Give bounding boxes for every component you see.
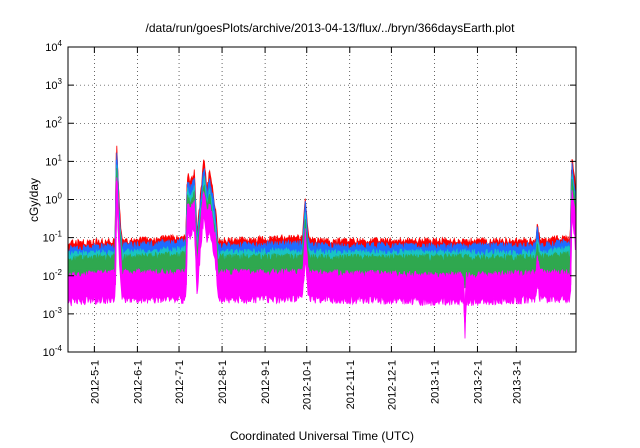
y-tick-exponent: -3 — [55, 306, 63, 315]
y-tick-exponent: 2 — [58, 115, 63, 124]
y-tick-base: 10 — [45, 118, 57, 130]
y-axis-label: cGy/day — [27, 178, 41, 222]
x-tick-label: 2012-5-1 — [89, 360, 101, 404]
x-tick-label: 2013-3-1 — [511, 360, 523, 404]
y-tick-label: 100 — [45, 192, 62, 207]
y-tick-exponent: 1 — [58, 153, 63, 162]
y-tick-base: 10 — [45, 42, 57, 54]
y-tick-label: 101 — [45, 153, 62, 168]
y-tick-label: 10-1 — [43, 230, 63, 245]
y-tick-label: 104 — [45, 39, 62, 54]
x-tick-label: 2012-10-1 — [302, 360, 314, 410]
series-layer — [68, 145, 576, 339]
x-tick-label: 2012-9-1 — [260, 360, 272, 404]
y-tick-exponent: 4 — [58, 39, 63, 48]
x-tick-label: 2012-8-1 — [217, 360, 229, 404]
y-tick-base: 10 — [43, 271, 55, 283]
series-band — [68, 168, 576, 290]
x-tick-label: 2012-6-1 — [132, 360, 144, 404]
y-tick-exponent: 0 — [58, 192, 63, 201]
x-tick-label: 2012-7-1 — [174, 360, 186, 404]
grid-layer — [68, 47, 576, 352]
x-tick-label: 2012-12-1 — [386, 360, 398, 410]
y-tick-exponent: -1 — [55, 230, 63, 239]
y-tick-base: 10 — [43, 309, 55, 321]
y-tick-exponent: 3 — [58, 77, 63, 86]
y-tick-base: 10 — [45, 195, 57, 207]
series-line — [68, 181, 576, 323]
y-tick-label: 10-4 — [43, 344, 63, 359]
x-tick-label: 2013-2-1 — [473, 360, 485, 404]
x-tick-layer: 2012-5-1 2012-6-1 2012-7-1 2012-8-1 2012-9-1… — [89, 47, 523, 410]
y-tick-base: 10 — [43, 233, 55, 245]
y-tick-base: 10 — [45, 156, 57, 168]
y-tick-base: 10 — [43, 347, 55, 359]
y-tick-base: 10 — [45, 80, 57, 92]
x-tick-label: 2012-11-1 — [345, 360, 357, 409]
chart-title: /data/run/goesPlots/archive/2013-04-13/f… — [146, 21, 516, 35]
x-axis-label: Coordinated Universal Time (UTC) — [230, 429, 414, 443]
y-tick-label: 103 — [45, 77, 62, 92]
y-tick-label: 10-2 — [43, 268, 63, 283]
y-tick-label: 10-3 — [43, 306, 63, 321]
y-tick-label: 102 — [45, 115, 62, 130]
y-tick-exponent: -4 — [55, 344, 63, 353]
y-tick-exponent: -2 — [55, 268, 63, 277]
x-tick-label: 2013-1-1 — [429, 360, 441, 404]
